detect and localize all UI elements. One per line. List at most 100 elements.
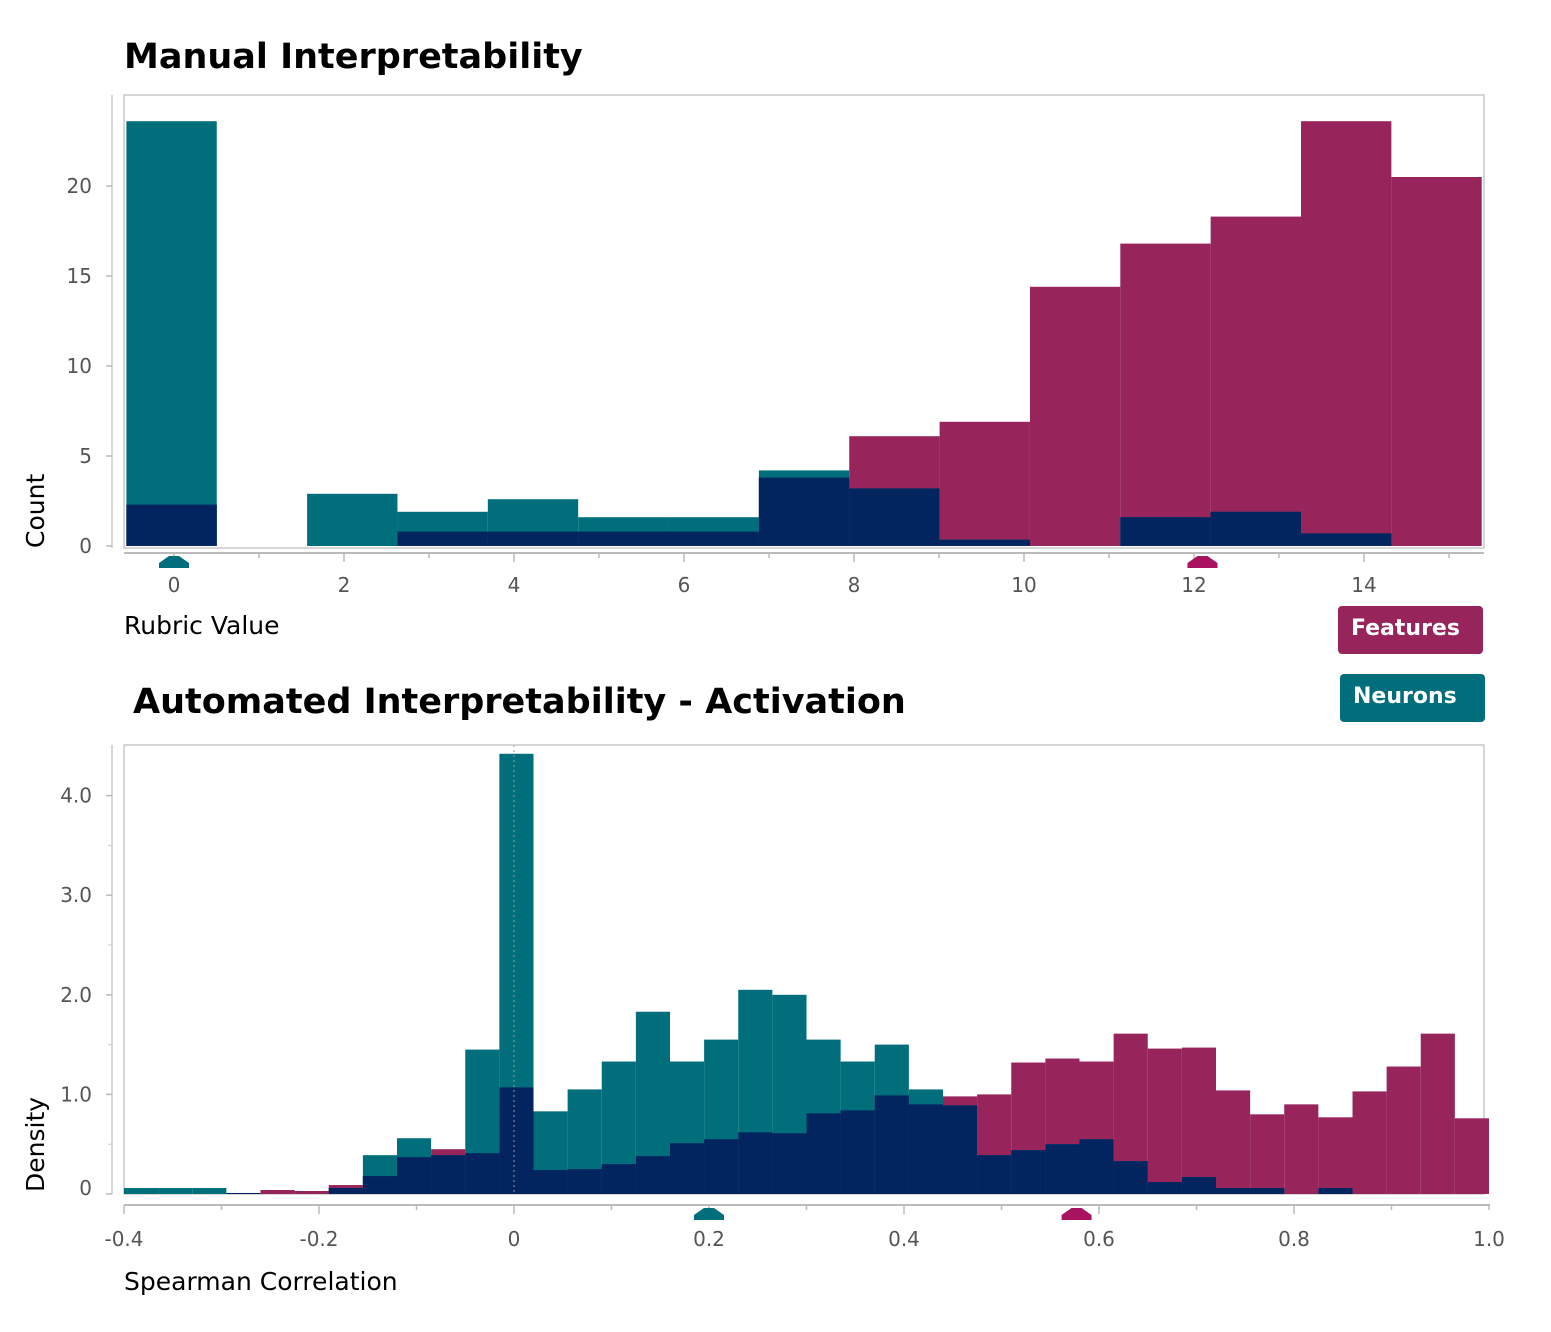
bar-features — [1420, 1033, 1455, 1194]
y-tick-label: 15 — [67, 264, 92, 288]
bar-overlap — [1301, 533, 1392, 546]
x-axis-label-automated: Spearman Correlation — [124, 1267, 398, 1296]
bar-features — [260, 1190, 295, 1194]
bar-features — [1318, 1117, 1353, 1194]
y-tick-label: 10 — [67, 354, 92, 378]
x-tick-label: 0.6 — [1083, 1227, 1115, 1251]
bar-features — [1029, 286, 1121, 546]
x-tick-label: 2 — [338, 573, 351, 597]
manual-histogram: 0 2 4 6 8 10 12 14 0 5 10 15 20 — [67, 94, 1485, 597]
bar-features — [1181, 1047, 1216, 1194]
bar-overlap — [533, 1170, 568, 1194]
bar-overlap — [1181, 1177, 1216, 1194]
plot-frame — [123, 94, 1485, 549]
chart-title-manual: Manual Interpretability — [124, 37, 583, 77]
bar-overlap — [431, 1155, 466, 1194]
bar-overlap — [601, 1164, 636, 1194]
x-tick-label: 12 — [1181, 573, 1206, 597]
bar-neurons — [158, 1188, 193, 1194]
bar-overlap — [1113, 1161, 1148, 1194]
bar-overlap — [362, 1176, 397, 1194]
bar-overlap — [943, 1105, 978, 1194]
bar-overlap — [397, 531, 488, 546]
bar-features — [1386, 1066, 1421, 1194]
x-tick-label: 0 — [168, 573, 181, 597]
bar-overlap — [578, 531, 669, 546]
bar-features — [1284, 1104, 1319, 1194]
x-axis-label-manual: Rubric Value — [124, 611, 280, 640]
bar-features — [1454, 1118, 1489, 1194]
x-tick-label: 8 — [848, 573, 861, 597]
y-tick-label: 5 — [79, 444, 92, 468]
bar-overlap — [1250, 1188, 1285, 1194]
bar-overlap — [849, 488, 940, 546]
legend-features[interactable]: Features — [1338, 606, 1483, 654]
bar-overlap — [840, 1110, 875, 1194]
x-tick-label: 1.0 — [1473, 1227, 1505, 1251]
neurons-mean-marker-icon — [159, 556, 189, 568]
bar-overlap — [1079, 1139, 1114, 1194]
bar-overlap — [939, 539, 1030, 546]
bar-overlap — [1216, 1188, 1251, 1194]
bar-overlap — [226, 1193, 261, 1194]
x-tick-label: 0.4 — [888, 1227, 920, 1251]
automated-histogram: -0.4 -0.2 0 0.2 0.4 0.6 0.8 1.0 0 1.0 2.0 3.0 4.0 — [60, 744, 1505, 1251]
x-tick-label: 14 — [1351, 573, 1376, 597]
bar-features — [1391, 177, 1482, 546]
bar-overlap — [977, 1155, 1012, 1194]
bar-neurons — [124, 1188, 159, 1194]
y-tick-label: 4.0 — [60, 784, 92, 808]
chart-title-automated: Automated Interpretability - Activation — [133, 682, 906, 722]
bar-overlap — [1147, 1182, 1182, 1194]
bar-overlap — [1210, 511, 1302, 546]
y-tick-label: 1.0 — [60, 1082, 92, 1106]
bar-overlap — [487, 531, 579, 546]
bar-overlap — [126, 504, 217, 546]
bar-neurons — [192, 1188, 227, 1194]
features-mean-marker-icon — [1061, 1208, 1092, 1220]
bar-overlap — [704, 1139, 739, 1194]
bar-features — [1352, 1091, 1387, 1194]
y-tick-label: 3.0 — [60, 883, 92, 907]
bar-overlap — [772, 1133, 807, 1194]
bar-overlap — [465, 1153, 500, 1194]
x-tick-label: -0.2 — [299, 1227, 338, 1251]
y-tick-label: 0 — [79, 534, 92, 558]
bar-overlap — [670, 1143, 705, 1194]
bar-overlap — [758, 477, 850, 546]
bar-overlap — [1120, 517, 1211, 546]
bar-overlap — [908, 1104, 943, 1194]
y-tick-label: 2.0 — [60, 983, 92, 1007]
bar-features — [1147, 1048, 1182, 1194]
y-tick-label: 0 — [79, 1176, 92, 1200]
x-tick-label: 10 — [1011, 573, 1036, 597]
legend-neurons[interactable]: Neurons — [1340, 674, 1485, 722]
bar-features — [1216, 1090, 1251, 1194]
bar-features — [1210, 216, 1302, 546]
x-tick-label: -0.4 — [104, 1227, 143, 1251]
x-tick-label: 4 — [508, 573, 521, 597]
bar-overlap — [1011, 1150, 1046, 1194]
bar-overlap — [328, 1188, 363, 1194]
neurons-mean-marker-icon — [694, 1208, 724, 1220]
bar-overlap — [738, 1132, 773, 1194]
bar-overlap — [668, 531, 759, 546]
bar-overlap — [806, 1113, 841, 1194]
bar-overlap — [874, 1095, 909, 1194]
features-mean-marker-icon — [1187, 556, 1218, 568]
bar-neurons — [126, 121, 217, 546]
bar-features — [294, 1191, 329, 1194]
bar-features — [1301, 121, 1392, 546]
bar-features — [939, 421, 1030, 546]
bar-overlap — [397, 1157, 432, 1194]
bar-overlap — [1318, 1188, 1353, 1194]
y-axis-label-automated: Density — [21, 1097, 50, 1192]
x-tick-label: 0 — [508, 1227, 521, 1251]
bar-features — [1120, 243, 1211, 546]
y-tick-label: 20 — [67, 174, 92, 198]
y-axis-label-manual: Count — [21, 474, 50, 548]
x-tick-label: 0.2 — [693, 1227, 725, 1251]
bar-neurons — [307, 493, 398, 546]
